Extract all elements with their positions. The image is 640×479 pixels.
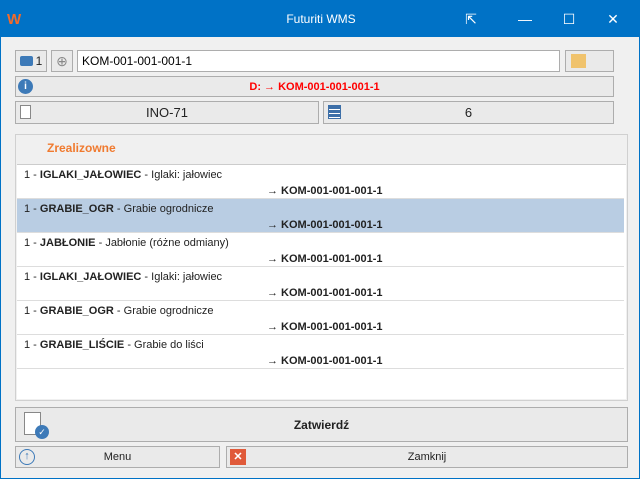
item-line: 1 - JABŁONIE - Jabłonie (różne odmiany)	[24, 237, 229, 249]
item-name: Grabie do liści	[134, 339, 204, 351]
menu-button[interactable]: ↑ Menu	[15, 446, 220, 468]
item-line: 1 - GRABIE_OGR - Grabie ogrodnicze	[24, 305, 214, 317]
item-count: 6	[464, 105, 473, 120]
item-line: 1 - GRABIE_OGR - Grabie ogrodnicze	[24, 203, 214, 215]
document-number-field: INO-71	[15, 101, 319, 124]
item-code: IGLAKI_JAŁOWIEC	[39, 169, 142, 181]
list-item[interactable]: 1 - IGLAKI_JAŁOWIEC - Iglaki: jałowiec → …	[17, 267, 624, 301]
item-count-field: 6	[323, 101, 614, 124]
item-code: IGLAKI_JAŁOWIEC	[39, 271, 142, 283]
close-window-button[interactable]: ✕	[607, 11, 619, 27]
completed-panel: Zrealizowne 1 - IGLAKI_JAŁOWIEC - Iglaki…	[15, 134, 628, 401]
location-input[interactable]	[77, 50, 560, 72]
item-qty: 1	[24, 169, 31, 181]
archive-box-icon	[571, 54, 586, 68]
item-line: 1 - IGLAKI_JAŁOWIEC - Iglaki: jałowiec	[24, 271, 223, 283]
document-icon	[20, 105, 31, 119]
title-bar: W Futuriti WMS ⇱ — ☐ ✕	[1, 1, 640, 37]
warehouse-count: 1	[35, 54, 43, 68]
item-target: → KOM-001-001-001-1	[267, 321, 383, 333]
completed-header: Zrealizowne	[47, 141, 116, 155]
confirm-label: Zatwierdź	[293, 417, 350, 432]
info-icon: i	[18, 79, 33, 94]
list-item[interactable]: 1 - JABŁONIE - Jabłonie (różne odmiany) →…	[17, 233, 624, 267]
info-message: D: → KOM-001-001-001-1	[249, 80, 380, 93]
document-number: INO-71	[146, 105, 188, 120]
item-target: → KOM-001-001-001-1	[267, 185, 383, 197]
item-name: Iglaki: jałowiec	[151, 169, 223, 181]
item-code: GRABIE_OGR	[39, 305, 114, 317]
warehouse-button[interactable]: 1	[15, 50, 47, 72]
item-code: GRABIE_LIŚCIE	[39, 339, 125, 351]
app-logo-icon: W	[7, 11, 22, 28]
item-qty: 1	[24, 339, 31, 351]
item-qty: 1	[24, 237, 31, 249]
menu-label: Menu	[103, 451, 132, 463]
item-qty: 1	[24, 305, 31, 317]
globe-location-icon: ⊕	[56, 52, 68, 69]
item-target: → KOM-001-001-001-1	[267, 287, 383, 299]
item-code: GRABIE_OGR	[39, 203, 114, 215]
confirm-button[interactable]: ✓ Zatwierdź	[15, 407, 628, 442]
maximize-button[interactable]: ☐	[562, 11, 576, 27]
item-line: 1 - IGLAKI_JAŁOWIEC - Iglaki: jałowiec	[24, 169, 223, 181]
check-badge-icon: ✓	[35, 425, 49, 439]
list-item[interactable]: 1 - GRABIE_LIŚCIE - Grabie do liści → KOM…	[17, 335, 624, 369]
completed-list[interactable]: 1 - IGLAKI_JAŁOWIEC - Iglaki: jałowiec → …	[17, 164, 626, 399]
location-button[interactable]: ⊕	[51, 50, 73, 72]
arrow-up-circle-icon: ↑	[19, 449, 35, 465]
item-name: Grabie ogrodnicze	[123, 305, 214, 317]
item-code: JABŁONIE	[39, 237, 96, 249]
window-title: Futuriti WMS	[286, 12, 356, 26]
list-item[interactable]: 1 - IGLAKI_JAŁOWIEC - Iglaki: jałowiec → …	[17, 165, 624, 199]
close-button[interactable]: ✕ Zamknij	[226, 446, 628, 468]
minimize-button[interactable]: —	[518, 11, 532, 27]
item-line: 1 - GRABIE_LIŚCIE - Grabie do liści	[24, 339, 204, 351]
close-x-icon: ✕	[230, 449, 246, 465]
archive-button[interactable]	[565, 50, 614, 72]
item-name: Iglaki: jałowiec	[151, 271, 223, 283]
item-target: → KOM-001-001-001-1	[267, 253, 383, 265]
item-target: → KOM-001-001-001-1	[267, 219, 383, 231]
close-label: Zamknij	[407, 451, 447, 463]
item-name: Jabłonie (różne odmiany)	[105, 237, 229, 249]
list-icon	[328, 105, 341, 119]
item-target: → KOM-001-001-001-1	[267, 355, 383, 367]
briefcase-icon	[19, 56, 33, 66]
item-qty: 1	[24, 203, 31, 215]
item-qty: 1	[24, 271, 31, 283]
restore-top-icon[interactable]: ⇱	[465, 11, 477, 27]
list-item[interactable]: 1 - GRABIE_OGR - Grabie ogrodnicze → KOM-…	[17, 301, 624, 335]
list-item[interactable]: 1 - GRABIE_OGR - Grabie ogrodnicze → KOM-…	[17, 199, 624, 233]
info-bar: i D: → KOM-001-001-001-1	[15, 76, 614, 97]
item-name: Grabie ogrodnicze	[123, 203, 214, 215]
